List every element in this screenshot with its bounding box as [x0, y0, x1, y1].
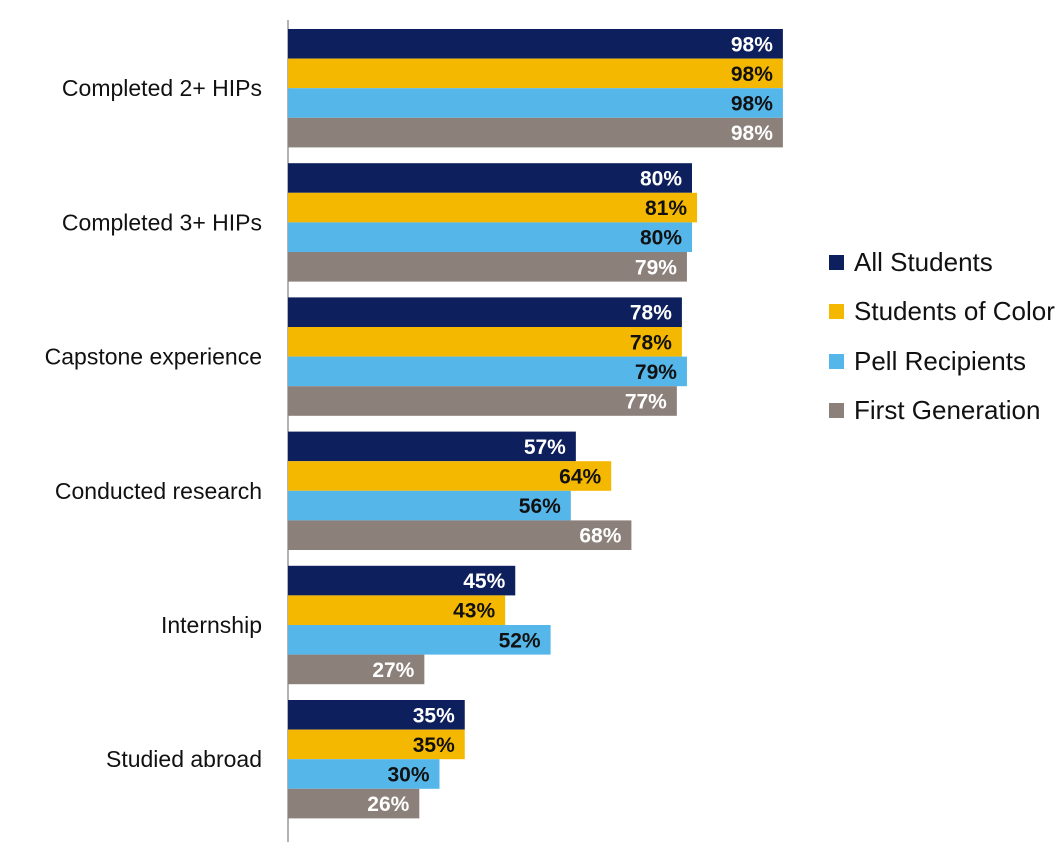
data-label-students-of-color-capstone-experience: 78% — [630, 331, 672, 354]
bar-all-students-conducted-research — [288, 431, 576, 462]
legend-label: First Generation — [854, 395, 1041, 426]
data-label-first-generation-completed-2-hips: 98% — [731, 122, 773, 145]
category-label-internship: Internship — [161, 612, 262, 638]
data-label-pell-recipients-internship: 52% — [499, 629, 541, 652]
data-label-all-students-conducted-research: 57% — [524, 436, 566, 459]
bar-pell-recipients-studied-abroad — [288, 759, 440, 789]
bar-pell-recipients-capstone-experience — [288, 356, 687, 387]
bar-students-of-color-conducted-research — [288, 461, 612, 491]
data-label-all-students-completed-3-hips: 80% — [640, 168, 682, 191]
data-label-first-generation-capstone-experience: 77% — [625, 391, 667, 414]
bar-first-generation-studied-abroad — [288, 788, 420, 819]
legend-label: All Students — [854, 247, 993, 278]
data-label-students-of-color-completed-3-hips: 81% — [645, 197, 687, 220]
category-label-capstone-experience: Capstone experience — [45, 344, 262, 370]
bar-all-students-capstone-experience — [288, 297, 682, 327]
bar-pell-recipients-completed-3-hips — [288, 222, 692, 252]
legend: All Students Students of Color Pell Reci… — [829, 238, 1055, 435]
bar-students-of-color-studied-abroad — [288, 729, 465, 760]
data-label-all-students-capstone-experience: 78% — [630, 302, 672, 325]
bar-first-generation-completed-3-hips — [288, 252, 687, 282]
bar-all-students-completed-2-hips — [288, 29, 783, 59]
data-label-all-students-completed-2-hips: 98% — [731, 33, 773, 56]
data-label-pell-recipients-completed-3-hips: 80% — [640, 227, 682, 250]
data-label-first-generation-internship: 27% — [372, 659, 414, 682]
category-label-completed-2-hips: Completed 2+ HIPs — [62, 75, 262, 101]
legend-swatch-pell-recipients — [829, 353, 844, 369]
bar-all-students-completed-3-hips — [288, 163, 692, 193]
bar-first-generation-internship — [288, 654, 425, 685]
legend-swatch-first-generation — [829, 403, 844, 419]
legend-swatch-students-of-color — [829, 304, 844, 320]
data-label-pell-recipients-completed-2-hips: 98% — [731, 93, 773, 116]
bar-students-of-color-completed-2-hips — [288, 58, 783, 89]
data-label-students-of-color-completed-2-hips: 98% — [731, 63, 773, 86]
data-label-all-students-studied-abroad: 35% — [413, 704, 455, 727]
data-label-students-of-color-studied-abroad: 35% — [413, 734, 455, 757]
data-label-pell-recipients-conducted-research: 56% — [519, 495, 561, 518]
bar-first-generation-conducted-research — [288, 520, 632, 550]
bar-all-students-internship — [288, 565, 516, 596]
data-label-first-generation-completed-3-hips: 79% — [635, 256, 677, 279]
bar-students-of-color-completed-3-hips — [288, 192, 698, 223]
category-label-studied-abroad: Studied abroad — [106, 746, 262, 772]
category-label-completed-3-hips: Completed 3+ HIPs — [62, 209, 262, 235]
bar-pell-recipients-internship — [288, 625, 551, 655]
bar-first-generation-capstone-experience — [288, 386, 677, 416]
legend-label: Pell Recipients — [854, 345, 1026, 376]
data-label-first-generation-studied-abroad: 26% — [367, 793, 409, 816]
legend-label: Students of Color — [854, 296, 1055, 327]
bar-students-of-color-internship — [288, 595, 506, 625]
legend-item-pell-recipients: Pell Recipients — [829, 337, 1055, 386]
bar-all-students-studied-abroad — [288, 700, 465, 730]
data-label-students-of-color-conducted-research: 64% — [559, 466, 601, 489]
legend-item-first-generation: First Generation — [829, 386, 1055, 435]
category-label-conducted-research: Conducted research — [55, 478, 262, 504]
data-label-pell-recipients-capstone-experience: 79% — [635, 361, 677, 384]
bar-first-generation-completed-2-hips — [288, 117, 783, 148]
bar-pell-recipients-completed-2-hips — [288, 88, 783, 118]
bar-students-of-color-capstone-experience — [288, 327, 682, 357]
bar-pell-recipients-conducted-research — [288, 490, 571, 521]
data-label-pell-recipients-studied-abroad: 30% — [387, 764, 429, 787]
data-label-all-students-internship: 45% — [463, 570, 505, 593]
data-label-students-of-color-internship: 43% — [453, 600, 495, 623]
data-label-first-generation-conducted-research: 68% — [579, 525, 621, 548]
legend-swatch-all-students — [829, 255, 844, 271]
legend-item-all-students: All Students — [829, 238, 1055, 287]
legend-item-students-of-color: Students of Color — [829, 287, 1055, 336]
